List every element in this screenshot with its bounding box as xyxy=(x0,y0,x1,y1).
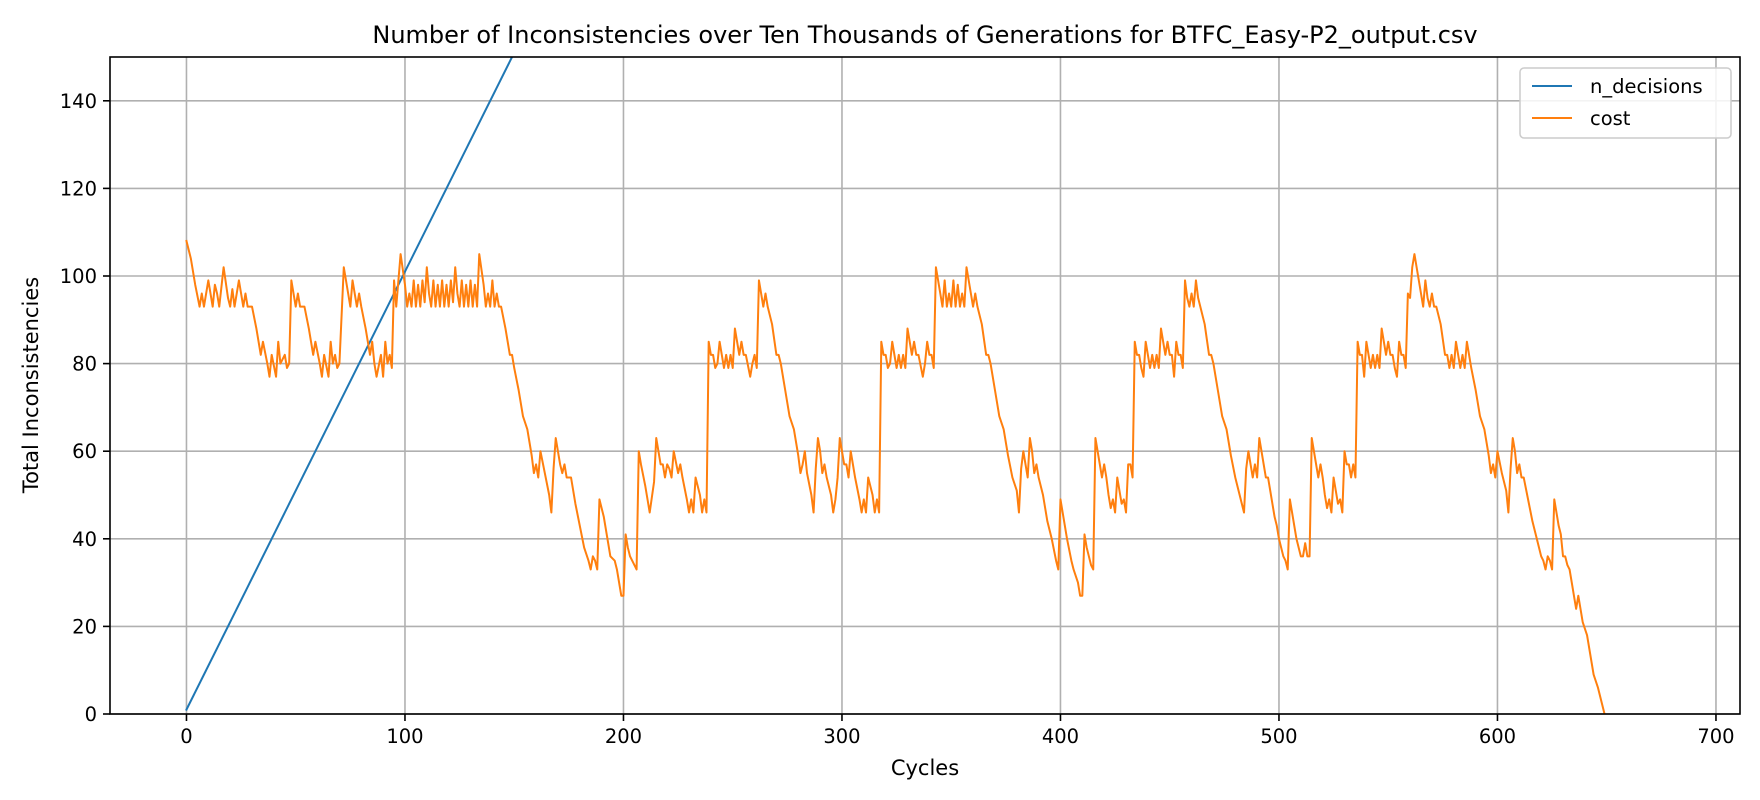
legend-box xyxy=(1519,67,1732,139)
data-series xyxy=(185,57,1606,714)
y-tick-label: 80 xyxy=(72,353,97,376)
y-tick-label: 60 xyxy=(72,440,97,463)
axis-ticks: 0 100 200 300 400 500 600 700 0 20 40 60 80 100 120 140 xyxy=(60,90,1735,748)
y-tick-label: 0 xyxy=(85,703,97,726)
x-tick-label: 100 xyxy=(386,725,423,748)
x-tick-label: 500 xyxy=(1260,725,1297,748)
y-tick-label: 40 xyxy=(72,528,97,551)
x-tick-label: 0 xyxy=(180,725,192,748)
x-axis-label: Cycles xyxy=(891,756,959,780)
y-tick-label: 20 xyxy=(72,615,97,638)
legend-label-cost: cost xyxy=(1590,107,1631,130)
x-tick-label: 300 xyxy=(823,725,860,748)
x-tick-label: 700 xyxy=(1697,725,1734,748)
legend-label-n-decisions: n_decisions xyxy=(1590,75,1703,98)
y-axis-label: Total Inconsistencies xyxy=(19,277,43,494)
y-tick-label: 120 xyxy=(60,177,97,200)
x-tick-label: 200 xyxy=(605,725,642,748)
chart-title: Number of Inconsistencies over Ten Thous… xyxy=(372,21,1477,49)
x-tick-label: 600 xyxy=(1479,725,1516,748)
legend: n_decisions cost xyxy=(1519,67,1732,139)
plot-frame xyxy=(109,56,1741,715)
y-tick-label: 100 xyxy=(60,265,97,288)
series-line-n-decisions xyxy=(185,57,514,711)
series-line-cost xyxy=(185,239,1606,714)
x-tick-label: 400 xyxy=(1042,725,1079,748)
plot-area xyxy=(110,57,1740,714)
y-tick-label: 140 xyxy=(60,90,97,113)
